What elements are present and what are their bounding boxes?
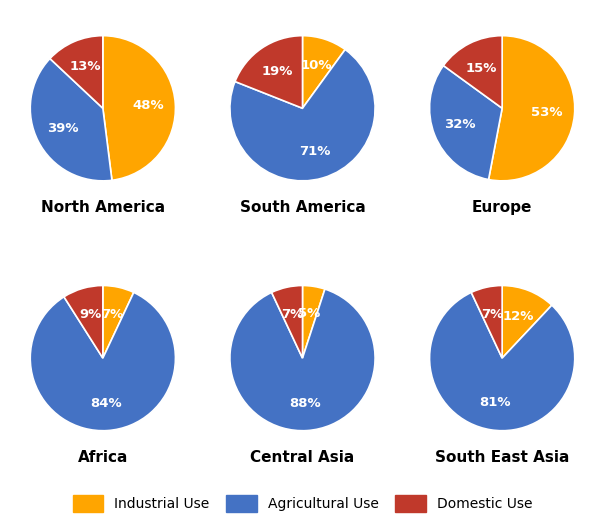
Text: 13%: 13% [69, 60, 100, 73]
Title: South East Asia: South East Asia [435, 450, 569, 465]
Wedge shape [235, 36, 302, 108]
Text: 39%: 39% [47, 122, 79, 135]
Wedge shape [272, 286, 302, 358]
Title: South America: South America [240, 201, 365, 215]
Wedge shape [103, 286, 134, 358]
Wedge shape [230, 50, 375, 181]
Text: 71%: 71% [299, 145, 331, 158]
Text: 7%: 7% [481, 308, 503, 321]
Wedge shape [30, 59, 112, 181]
Wedge shape [103, 36, 175, 180]
Title: Central Asia: Central Asia [250, 450, 355, 465]
Wedge shape [50, 36, 103, 108]
Text: 12%: 12% [503, 310, 534, 323]
Text: 32%: 32% [445, 118, 476, 132]
Wedge shape [430, 292, 575, 431]
Text: 53%: 53% [531, 106, 563, 119]
Title: North America: North America [41, 201, 165, 215]
Wedge shape [502, 286, 552, 358]
Text: 88%: 88% [290, 397, 321, 410]
Wedge shape [471, 286, 502, 358]
Wedge shape [443, 36, 502, 108]
Text: 84%: 84% [90, 397, 122, 410]
Text: 10%: 10% [301, 59, 332, 72]
Text: 7%: 7% [281, 308, 304, 321]
Text: 7%: 7% [102, 308, 124, 321]
Text: 19%: 19% [261, 64, 293, 78]
Wedge shape [64, 286, 103, 358]
Wedge shape [302, 286, 325, 358]
Text: 5%: 5% [298, 307, 321, 320]
Text: 48%: 48% [132, 99, 163, 112]
Wedge shape [230, 289, 375, 431]
Wedge shape [302, 36, 345, 108]
Title: Europe: Europe [472, 201, 532, 215]
Title: Africa: Africa [77, 450, 128, 465]
Text: 15%: 15% [466, 62, 497, 74]
Wedge shape [30, 292, 175, 431]
Legend: Industrial Use, Agricultural Use, Domestic Use: Industrial Use, Agricultural Use, Domest… [67, 490, 538, 517]
Text: 9%: 9% [79, 309, 102, 321]
Wedge shape [489, 36, 575, 181]
Wedge shape [430, 66, 502, 180]
Text: 81%: 81% [479, 396, 511, 409]
